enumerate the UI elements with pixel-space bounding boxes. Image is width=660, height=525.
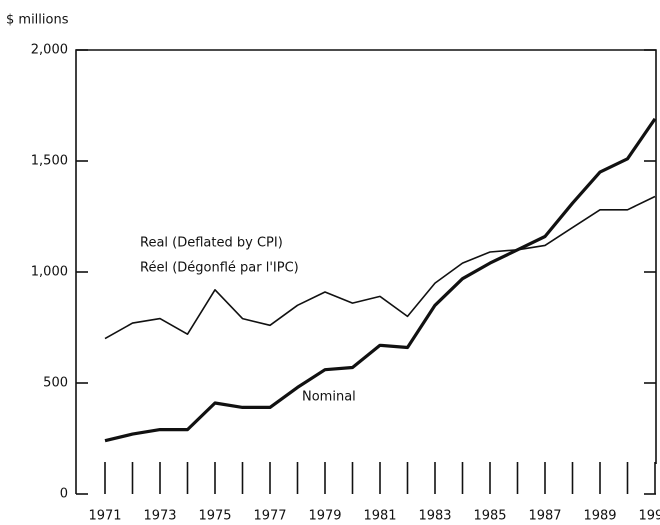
- y-tick-label: 500: [43, 376, 68, 391]
- y-tick-label: 1,500: [31, 154, 68, 169]
- x-tick-label: 1971: [88, 509, 121, 524]
- series-line: [104, 195, 656, 340]
- y-axis-label: $ millions: [6, 13, 69, 28]
- y-tick-label: 2,000: [31, 43, 68, 58]
- series-label: Nominal: [302, 390, 356, 405]
- x-tick-label: 1989: [583, 509, 616, 524]
- x-tick-label: 1981: [363, 509, 396, 524]
- series-line: [104, 117, 657, 443]
- x-tick-label: 1977: [253, 509, 286, 524]
- x-tick-label: 1983: [418, 509, 451, 524]
- x-tick-label: 1973: [143, 509, 176, 524]
- x-tick-label: 1991: [638, 509, 660, 524]
- x-tick-label: 1985: [473, 509, 506, 524]
- x-tick-label: 1987: [528, 509, 561, 524]
- y-tick-label: 0: [60, 487, 68, 502]
- x-tick-label: 1979: [308, 509, 341, 524]
- series-label: Real (Deflated by CPI): [140, 236, 283, 251]
- x-tick-label: 1975: [198, 509, 231, 524]
- annotation: Réel (Dégonflé par l'IPC): [140, 261, 299, 276]
- y-tick-label: 1,000: [31, 265, 68, 280]
